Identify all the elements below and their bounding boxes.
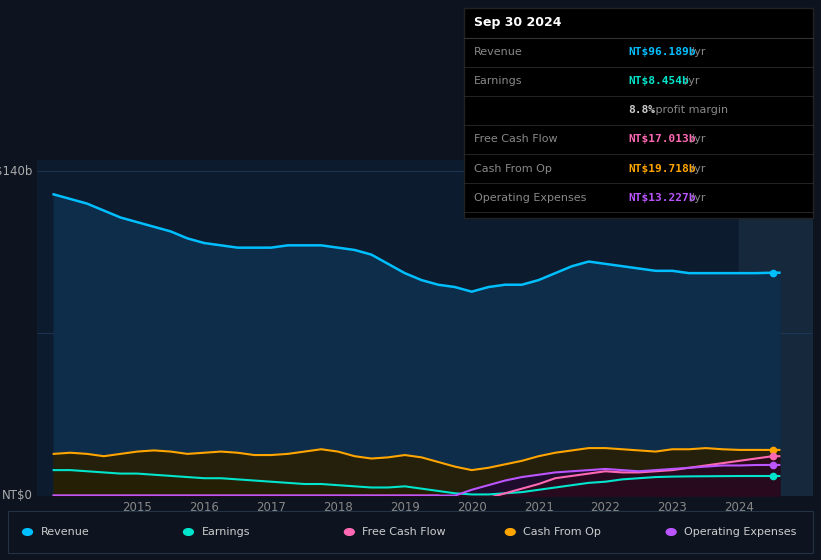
Text: Earnings: Earnings — [202, 527, 250, 537]
Text: Free Cash Flow: Free Cash Flow — [474, 134, 557, 144]
Text: Cash From Op: Cash From Op — [474, 164, 552, 174]
Text: /yr: /yr — [687, 193, 706, 203]
Text: /yr: /yr — [687, 134, 706, 144]
Text: 8.8%: 8.8% — [628, 105, 655, 115]
Text: /yr: /yr — [681, 76, 699, 86]
Text: Revenue: Revenue — [474, 47, 522, 57]
Text: NT$19.718b: NT$19.718b — [628, 164, 695, 174]
Text: NT$13.227b: NT$13.227b — [628, 193, 695, 203]
Text: NT$17.013b: NT$17.013b — [628, 134, 695, 144]
Text: Revenue: Revenue — [41, 527, 89, 537]
Text: NT$96.189b: NT$96.189b — [628, 47, 695, 57]
Text: /yr: /yr — [687, 47, 706, 57]
Text: profit margin: profit margin — [652, 105, 728, 115]
Text: Operating Expenses: Operating Expenses — [685, 527, 796, 537]
Text: Operating Expenses: Operating Expenses — [474, 193, 586, 203]
Text: Earnings: Earnings — [474, 76, 522, 86]
Text: NT$140b: NT$140b — [0, 165, 33, 178]
Text: NT$8.454b: NT$8.454b — [628, 76, 689, 86]
Text: Cash From Op: Cash From Op — [524, 527, 601, 537]
Text: Sep 30 2024: Sep 30 2024 — [474, 16, 562, 30]
Text: NT$0: NT$0 — [2, 489, 33, 502]
Text: /yr: /yr — [687, 164, 706, 174]
Bar — [739, 160, 813, 496]
Text: Free Cash Flow: Free Cash Flow — [363, 527, 446, 537]
